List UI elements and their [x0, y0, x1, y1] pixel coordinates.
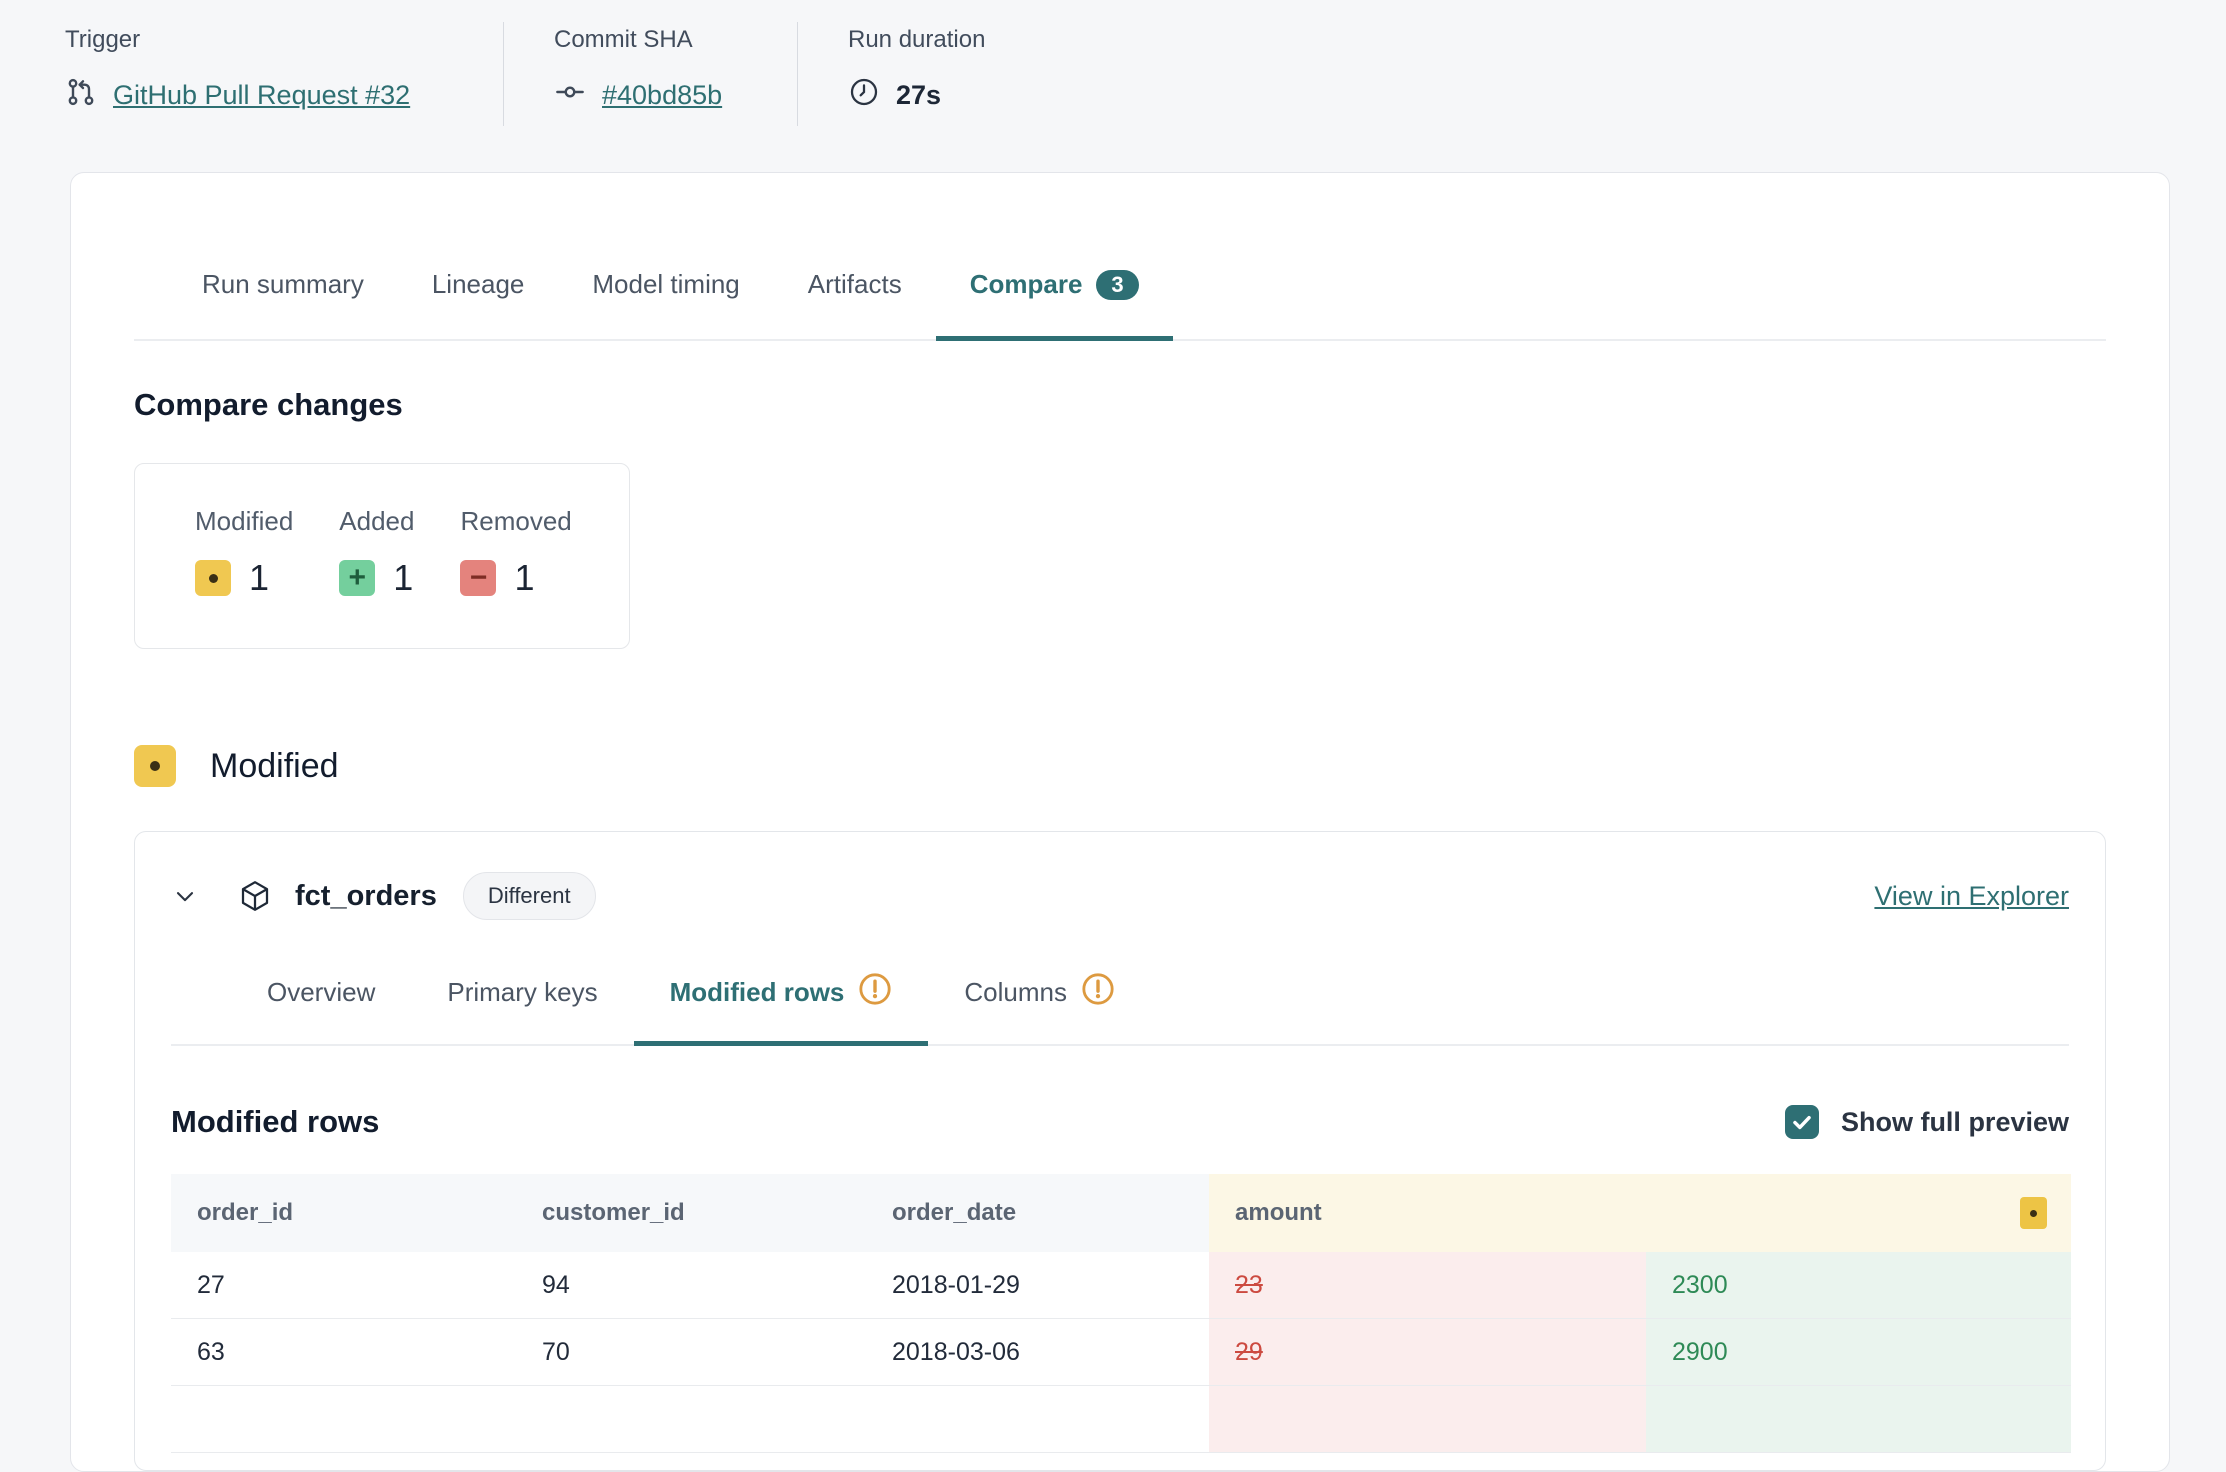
trigger-label: Trigger [65, 26, 141, 53]
old-value-cell: 29 [1209, 1319, 1646, 1386]
modified-section-icon [134, 745, 176, 787]
added-badge-icon: + [339, 560, 376, 596]
run-header: Trigger GitHub Pull Request #32 Commit S… [65, 22, 985, 126]
summary-removed: Removed − 1 [460, 506, 572, 598]
model-name: fct_orders [295, 879, 437, 912]
tab-modified-rows[interactable]: Modified rows [633, 972, 929, 1046]
commit-label: Commit SHA [554, 26, 693, 53]
modified-column-badge-icon [2020, 1197, 2047, 1229]
modified-rows-table: order_id customer_id order_date amount 2… [171, 1174, 2071, 1453]
toggle-label: Show full preview [1840, 1106, 2069, 1137]
cube-icon [237, 878, 273, 914]
duration-value: 27s [896, 80, 942, 110]
new-value-cell: 2900 [1646, 1319, 2071, 1386]
duration-label: Run duration [848, 26, 986, 53]
modified-rows-header: Modified rows Show full preview [171, 1104, 2069, 1140]
col-header-amount: amount [1209, 1174, 2071, 1252]
modified-rows-title: Modified rows [171, 1104, 380, 1139]
trigger-section: Trigger GitHub Pull Request #32 [65, 22, 503, 115]
tab-run-summary[interactable]: Run summary [202, 269, 364, 299]
warning-icon [1081, 972, 1115, 1013]
table-header-row: order_id customer_id order_date amount [171, 1174, 2071, 1252]
commit-icon [554, 76, 586, 115]
trigger-link[interactable]: GitHub Pull Request #32 [113, 80, 411, 110]
summary-modified: Modified 1 [195, 506, 294, 598]
tab-artifacts[interactable]: Artifacts [807, 269, 902, 299]
tab-columns[interactable]: Columns [928, 972, 1151, 1046]
model-card-header: fct_orders Different View in Explorer [135, 832, 2105, 920]
compare-summary-box: Modified 1 Added + 1 Removed − 1 [134, 463, 630, 649]
tab-compare[interactable]: Compare 3 [935, 269, 1173, 341]
compare-changes-title: Compare changes [134, 387, 403, 422]
run-detail-card: Run summary Lineage Model timing Artifac… [70, 172, 2170, 1472]
commit-section: Commit SHA #40bd85b [503, 22, 797, 126]
model-card-fct-orders: fct_orders Different View in Explorer Ov… [134, 831, 2106, 1471]
run-tabs: Run summary Lineage Model timing Artifac… [134, 173, 2106, 341]
table-row: 63 70 2018-03-06 29 2900 [171, 1319, 2071, 1386]
modified-section-header: Modified [134, 745, 2106, 787]
chevron-down-icon[interactable] [171, 882, 199, 910]
col-header-order-id: order_id [171, 1174, 516, 1252]
table-row: 27 94 2018-01-29 23 2300 [171, 1252, 2071, 1319]
clock-icon [848, 76, 880, 115]
tab-overview[interactable]: Overview [267, 977, 376, 1007]
col-header-customer-id: customer_id [516, 1174, 866, 1252]
commit-link[interactable]: #40bd85b [602, 80, 723, 110]
modified-badge-icon [195, 560, 231, 596]
new-value-cell: 2300 [1646, 1252, 2071, 1319]
model-tabs: Overview Primary keys Modified rows Colu… [171, 972, 2069, 1046]
tab-model-timing[interactable]: Model timing [592, 269, 740, 299]
table-row-partial [171, 1386, 2071, 1453]
show-full-preview-toggle[interactable]: Show full preview [1784, 1105, 2069, 1139]
removed-badge-icon: − [460, 560, 497, 596]
tab-lineage[interactable]: Lineage [431, 269, 525, 299]
status-badge: Different [462, 872, 596, 920]
compare-count-badge: 3 [1096, 269, 1139, 300]
duration-section: Run duration 27s [797, 22, 985, 126]
tab-primary-keys[interactable]: Primary keys [447, 977, 598, 1007]
warning-icon [858, 972, 892, 1013]
old-value-cell: 23 [1209, 1252, 1646, 1319]
checkbox-checked-icon[interactable] [1784, 1105, 1819, 1139]
view-in-explorer-link[interactable]: View in Explorer [1874, 880, 2069, 911]
summary-added: Added + 1 [339, 506, 415, 598]
pull-request-icon [65, 76, 97, 115]
col-header-order-date: order_date [866, 1174, 1209, 1252]
